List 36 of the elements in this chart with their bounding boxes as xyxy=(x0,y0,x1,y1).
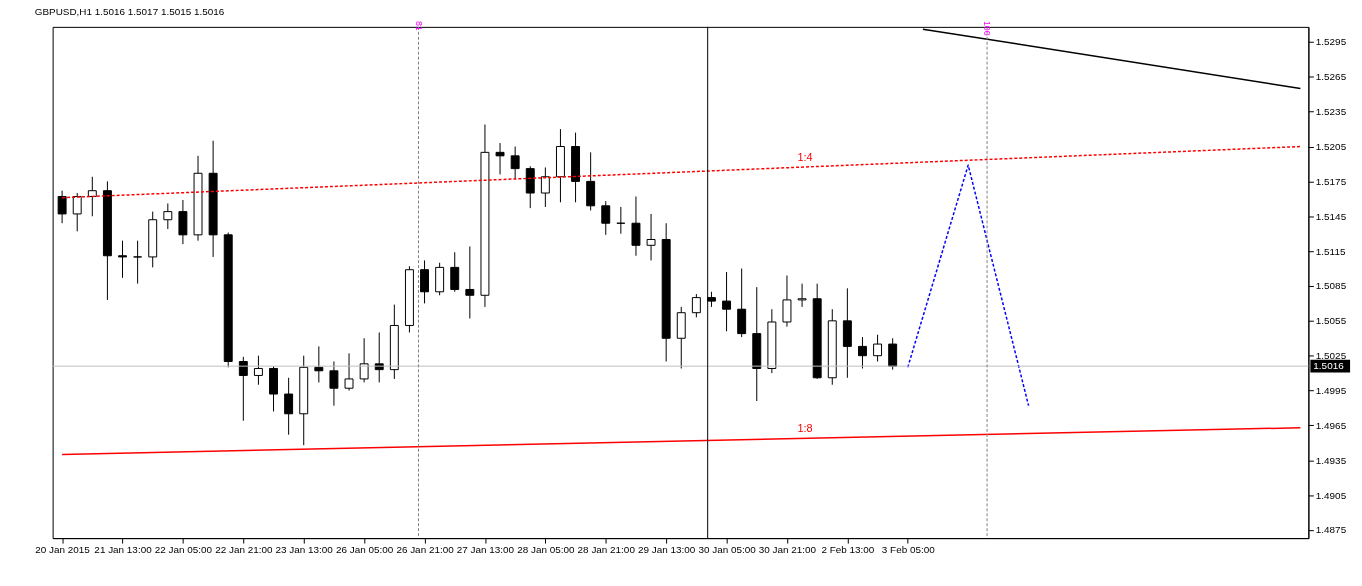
x-tick-label: 2 Feb 13:00 xyxy=(821,544,875,556)
x-tick-label: 30 Jan 05:00 xyxy=(698,544,757,556)
x-tick-label: 29 Jan 13:00 xyxy=(638,544,696,556)
series-label: 1:4 xyxy=(797,151,813,164)
y-tick-label: 1.5205 xyxy=(1315,141,1347,153)
x-tick-label: 26 Jan 21:00 xyxy=(396,544,455,556)
x-tick-label: 21 Jan 13:00 xyxy=(94,544,153,556)
x-tick-label: 20 Jan 2015 xyxy=(35,544,91,556)
y-tick-label: 1.5295 xyxy=(1315,36,1347,48)
x-tick-label: 26 Jan 05:00 xyxy=(335,544,394,556)
annotation: 81 xyxy=(413,20,424,31)
ref-line-label: 1.5016 xyxy=(1313,360,1345,372)
y-tick-label: 1.5025 xyxy=(1315,350,1347,362)
y-tick-label: 1.5085 xyxy=(1315,280,1347,292)
y-tick-label: 1.5145 xyxy=(1315,210,1347,222)
y-tick-label: 1.5055 xyxy=(1315,315,1347,327)
y-tick-label: 1.5115 xyxy=(1315,245,1346,257)
y-tick-label: 1.4905 xyxy=(1315,489,1347,501)
x-tick-label: 28 Jan 21:00 xyxy=(577,544,636,556)
y-tick-label: 1.4875 xyxy=(1315,524,1347,536)
y-tick-label: 1.5175 xyxy=(1315,175,1347,187)
series-label: 1:8 xyxy=(797,422,813,435)
y-tick-label: 1.5235 xyxy=(1315,106,1347,118)
annotation: 100 xyxy=(982,20,993,36)
x-tick-label: 22 Jan 21:00 xyxy=(215,544,273,556)
y-tick-label: 1.4935 xyxy=(1315,454,1347,466)
chart-title: GBPUSD,H1 1.5016 1.5017 1.5015 1.5016 xyxy=(34,5,225,17)
x-tick-label: 23 Jan 13:00 xyxy=(275,544,334,556)
x-tick-label: 30 Jan 21:00 xyxy=(758,544,817,556)
x-tick-label: 22 Jan 05:00 xyxy=(154,544,213,556)
y-tick-label: 1.4995 xyxy=(1315,385,1347,397)
y-tick-label: 1.5265 xyxy=(1315,71,1347,83)
x-tick-label: 27 Jan 13:00 xyxy=(456,544,515,556)
y-tick-label: 1.4965 xyxy=(1315,419,1347,431)
x-tick-label: 28 Jan 05:00 xyxy=(517,544,575,556)
x-tick-label: 3 Feb 05:00 xyxy=(881,544,936,556)
